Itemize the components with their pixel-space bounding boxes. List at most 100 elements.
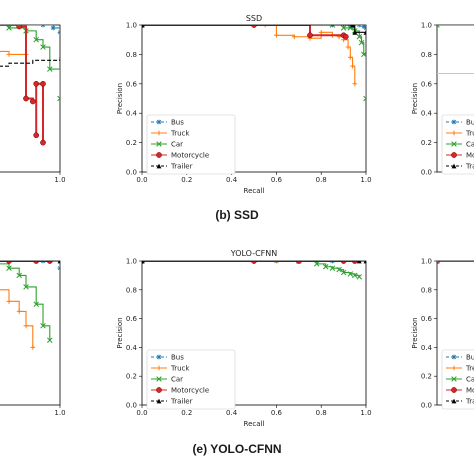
- legend-marker-3: [156, 387, 162, 393]
- data-point-0-3: [50, 25, 56, 31]
- legend-label-1: Tru: [465, 130, 474, 138]
- x-tick-label: 1.0: [360, 409, 371, 417]
- y-tick-label: 0.4: [421, 110, 433, 118]
- legend-label-2: Car: [171, 141, 183, 149]
- data-point-1-4: [23, 323, 29, 329]
- data-point-1-2: [6, 52, 12, 57]
- data-point-3-3: [340, 261, 347, 264]
- caption-yolo-cfnn: (e) YOLO-CFNN: [192, 442, 282, 456]
- legend-marker-4: [156, 398, 162, 404]
- data-point-1-5: [318, 29, 324, 35]
- legend-marker-0: [156, 119, 162, 125]
- data-point-4-1: [356, 261, 362, 264]
- legend-marker-4: [451, 163, 457, 169]
- data-point-2-6: [40, 323, 46, 329]
- legend-label-4: Trailer: [170, 163, 193, 171]
- chart-panel-2: 0.81.0: [0, 24, 66, 184]
- data-point-3-6: [40, 80, 46, 87]
- data-point-3-1: [6, 261, 12, 264]
- legend-label-4: Trai: [465, 163, 474, 171]
- legend-box: [146, 349, 236, 410]
- x-tick-label: 0.4: [226, 176, 238, 184]
- legend-label-3: Motorcycle: [171, 152, 209, 160]
- data-point-4-2: [363, 261, 366, 264]
- legend-marker-0: [451, 354, 457, 360]
- data-point-1-9: [345, 44, 351, 50]
- data-point-2-6: [358, 39, 365, 46]
- data-point-4-2: [352, 29, 358, 35]
- y-tick-label: 0.0: [421, 169, 432, 177]
- data-point-2-6: [340, 269, 347, 276]
- data-point-1-5: [30, 345, 36, 350]
- data-point-1-1: [274, 261, 279, 264]
- legend-label-2: Ca: [466, 376, 474, 384]
- legend-label-1: Truck: [170, 130, 190, 138]
- y-tick-label: 0.8: [421, 286, 432, 294]
- data-point-3-1: [16, 25, 23, 30]
- y-tick-label: 0.0: [126, 169, 137, 177]
- data-point-2-3: [322, 264, 329, 270]
- legend-marker-2: [156, 141, 162, 147]
- y-tick-label: 0.2: [126, 139, 137, 147]
- data-point-2-8: [352, 272, 358, 279]
- y-tick-label: 0.4: [126, 110, 138, 118]
- legend-marker-1: [451, 130, 457, 136]
- legend-marker-4: [451, 398, 457, 404]
- series-group: [142, 261, 366, 280]
- series-group: [0, 25, 60, 146]
- data-point-2-7: [347, 271, 354, 277]
- data-point-2-8: [363, 95, 366, 102]
- data-point-3-4: [342, 33, 349, 40]
- series-line-1: [0, 50, 26, 55]
- y-tick-label: 1.0: [126, 258, 137, 266]
- y-tick-label: 0.4: [421, 344, 433, 352]
- y-tick-label: 0.0: [421, 402, 432, 410]
- data-point-3-2: [23, 95, 29, 102]
- legend: Bu Tru Ca Mo Trai: [441, 114, 474, 175]
- legend-marker-1: [156, 365, 162, 371]
- data-point-2-2: [6, 265, 12, 271]
- data-point-2-5: [47, 66, 53, 72]
- x-tick-label: 1.0: [360, 176, 371, 184]
- data-point-1-2: [274, 32, 279, 38]
- x-axis-label: Recall: [244, 420, 265, 428]
- data-point-2-6: [57, 95, 60, 102]
- legend-marker-3: [156, 152, 162, 158]
- legend-marker-1: [156, 130, 162, 136]
- x-tick-label: 0.0: [136, 176, 147, 184]
- legend-label-4: Tra: [465, 398, 474, 406]
- plot-area: [0, 260, 61, 406]
- data-point-2-2: [340, 25, 347, 31]
- data-point-2-2: [313, 261, 320, 267]
- data-point-2-3: [16, 272, 22, 279]
- legend-label-0: Bu: [466, 354, 474, 362]
- data-point-1-10: [347, 54, 353, 60]
- data-point-2-9: [356, 274, 363, 280]
- data-point-2-5: [336, 266, 342, 273]
- legend-marker-2: [451, 141, 457, 147]
- legend: Bus Truck Car Motorcycle Trailer: [146, 114, 236, 175]
- y-tick-label: 0.6: [126, 315, 138, 323]
- legend-label-4: Trailer: [170, 398, 193, 406]
- x-axis-label: Recall: [244, 187, 265, 195]
- y-tick-label: 1.0: [421, 22, 432, 30]
- data-point-1-11: [350, 63, 355, 69]
- data-point-0-2: [57, 265, 60, 271]
- data-point-3-3: [29, 98, 36, 105]
- y-tick-label: 0.6: [421, 80, 433, 88]
- data-point-3-2: [295, 261, 302, 264]
- data-point-2-7: [361, 51, 366, 58]
- data-point-1-12: [352, 81, 358, 87]
- caption-ssd: (b) SSD: [215, 208, 259, 222]
- data-point-2-4: [329, 265, 336, 271]
- data-point-2-3: [33, 36, 39, 43]
- chart-panel-4: 0.0 0.2 0.4 0.6 0.8 1.0 Precision Bu Tru Ca Mo Trai: [411, 22, 474, 177]
- data-point-4-3: [363, 29, 366, 35]
- legend: Bu Tre Ca Mo Tra: [441, 349, 474, 410]
- data-point-2-7: [47, 337, 53, 343]
- x-tick-label: 0.8: [316, 176, 327, 184]
- series-line-2: [0, 263, 51, 341]
- data-point-4-0: [142, 261, 145, 264]
- legend-box: [146, 114, 236, 175]
